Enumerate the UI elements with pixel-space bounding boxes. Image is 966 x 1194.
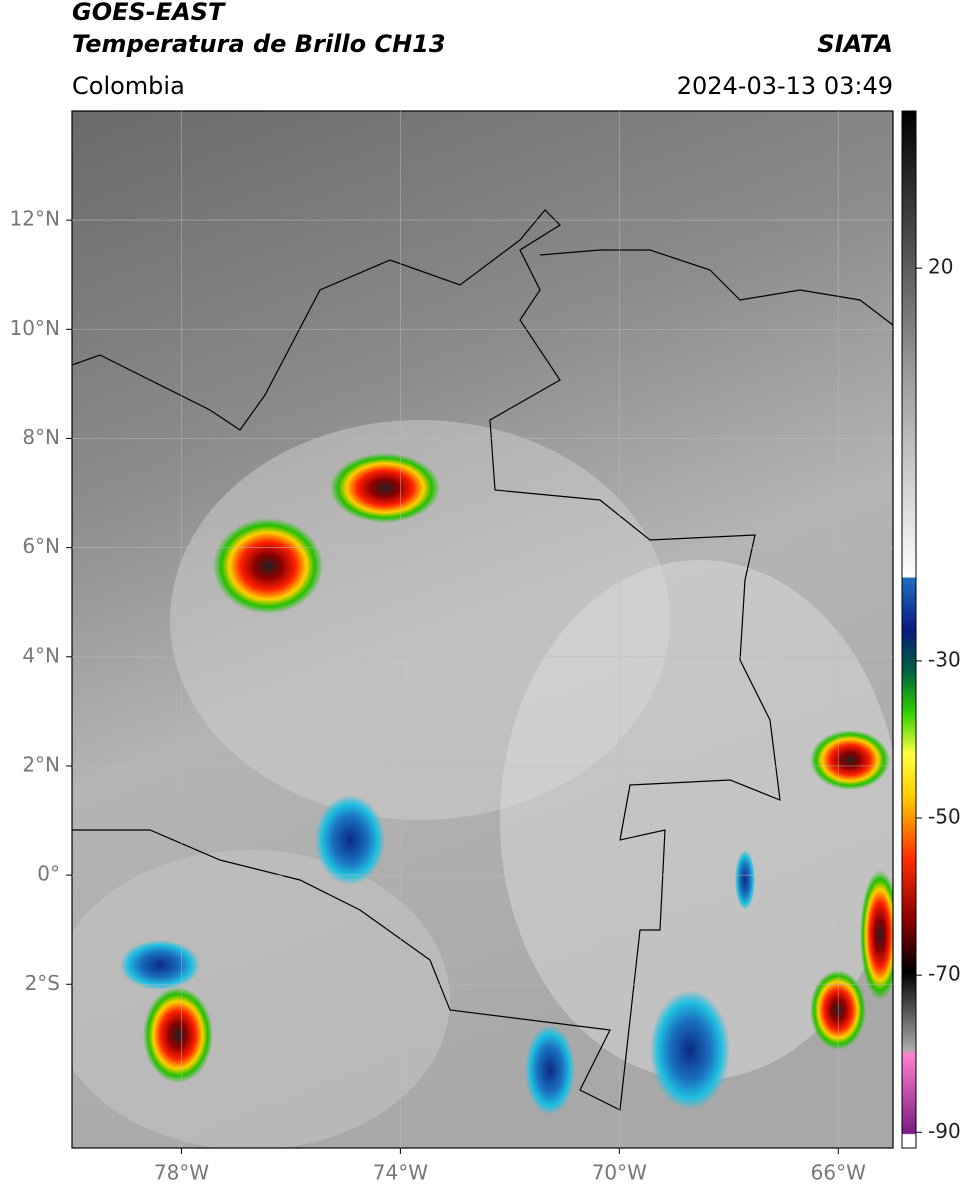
map-image (72, 111, 893, 1148)
x-tick-label: 70°W (592, 1161, 647, 1185)
title: GOES-EAST (72, 0, 226, 26)
datetime: 2024-03-13 03:49 (677, 72, 893, 100)
y-tick-label: 2°N (22, 752, 60, 776)
map-frame (71, 110, 894, 1149)
colorbar-tick-label: 20 (928, 255, 953, 279)
y-tick-label: 2°S (25, 971, 60, 995)
y-tick-label: 10°N (10, 316, 60, 340)
colorbar-tick-label: -70 (928, 962, 961, 986)
source: SIATA (817, 30, 893, 58)
subtitle: Temperatura de Brillo CH13 (72, 30, 446, 58)
y-tick-label: 4°N (22, 643, 60, 667)
y-tick-label: 12°N (10, 207, 60, 231)
x-tick-label: 78°W (154, 1161, 209, 1185)
y-tick-label: 6°N (22, 534, 60, 558)
colorbar-tick-label: -50 (928, 805, 961, 829)
colorbar-tick-label: -30 (928, 647, 961, 671)
x-tick-label: 74°W (373, 1161, 428, 1185)
y-tick-label: 0° (37, 862, 60, 886)
colorbar (901, 110, 917, 1149)
y-tick-label: 8°N (22, 425, 60, 449)
colorbar-tick-label: -90 (928, 1119, 961, 1143)
region: Colombia (72, 72, 185, 100)
x-tick-label: 66°W (811, 1161, 866, 1185)
